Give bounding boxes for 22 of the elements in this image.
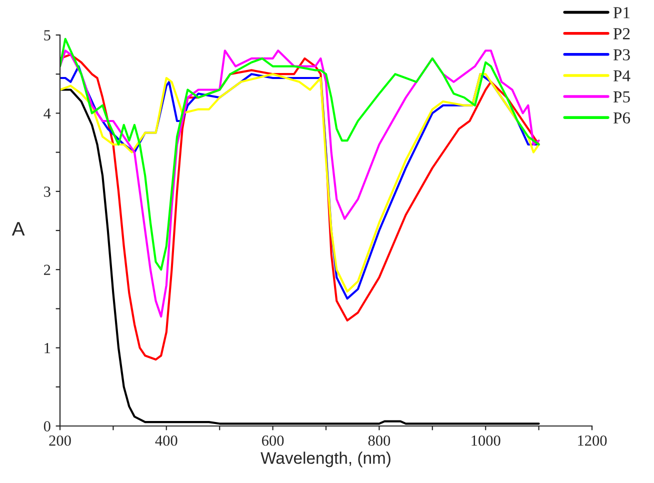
y-axis-title: A [12, 222, 25, 236]
x-tick-label: 200 [49, 435, 71, 446]
legend-label: P3 [613, 49, 630, 60]
y-tick-label: 3 [44, 186, 50, 197]
x-axis-title: Wavelength, (nm) [260, 452, 390, 468]
line-series [60, 88, 540, 425]
y-tick-label: 5 [44, 30, 50, 40]
line-series [60, 38, 540, 271]
legend-label: P1 [613, 7, 630, 18]
y-tick-label: 1 [44, 343, 50, 354]
y-tick-label: 0 [44, 421, 50, 432]
x-tick-label: 800 [368, 435, 390, 446]
y-tick-label: 4 [44, 108, 51, 118]
x-tick-label: 400 [155, 435, 178, 446]
x-tick-label: 1200 [578, 435, 607, 446]
y-tick-label: 2 [44, 264, 50, 275]
legend-label: P6 [613, 112, 630, 124]
legend-label: P4 [613, 70, 630, 82]
legend-label: P5 [613, 91, 630, 103]
legend-label: P2 [613, 28, 630, 40]
x-tick-label: 600 [262, 435, 284, 446]
x-tick-label: 1000 [472, 435, 500, 446]
